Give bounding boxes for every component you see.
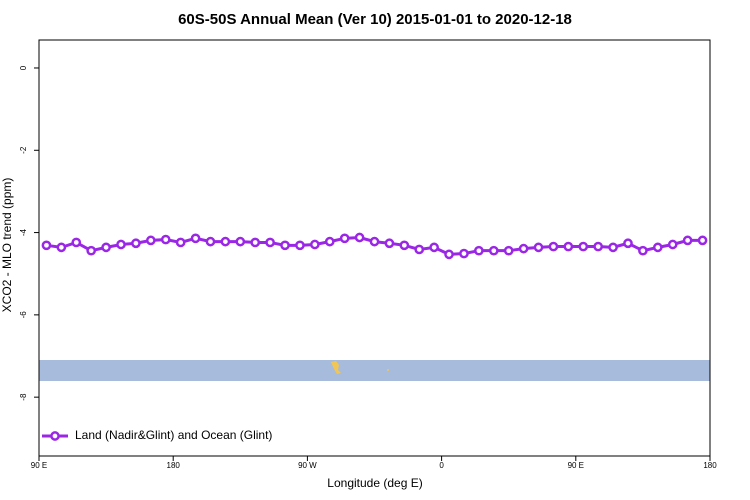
y-tick-label: -8 [19,393,28,401]
data-point [399,240,410,251]
x-tick-label: 0 [439,461,444,470]
y-tick-label: -2 [19,146,28,154]
data-point [682,235,693,246]
legend-label: Land (Nadir&Glint) and Ocean (Glint) [75,428,272,442]
data-point [459,248,469,259]
land-patch [331,361,341,374]
data-point [548,241,559,252]
data-point [101,242,111,253]
map-strip [39,360,710,381]
data-point [339,233,350,244]
legend-marker [50,431,60,441]
data-point [354,232,365,243]
data-point [86,245,97,256]
data-point [638,245,648,256]
data-point [324,236,335,247]
x-tick-label: 180 [703,461,717,470]
data-point [116,239,126,250]
data-point [160,234,171,245]
data-point [131,238,141,249]
x-tick-label: 90 E [31,461,47,470]
data-point [145,235,156,246]
chart-title: 60S-50S Annual Mean (Ver 10) 2015-01-01 … [178,11,572,28]
data-point [175,237,186,248]
data-point [235,236,246,247]
data-point [593,241,604,252]
y-tick-label: -6 [19,311,28,319]
x-axis-label: Longitude (deg E) [327,476,422,490]
y-tick-label: -4 [19,228,28,236]
data-point [369,236,380,247]
data-point [608,242,618,253]
data-point [444,249,454,260]
x-tick-label: 180 [167,461,181,470]
data-point [533,242,544,253]
data-point [265,237,275,248]
data-point [518,243,529,254]
data-point [414,244,425,255]
y-axis-label: XCO2 - MLO trend (ppm) [0,178,14,313]
land-patch [387,369,389,371]
data-point [503,245,514,256]
data-point [280,240,290,251]
data-point [667,239,678,250]
data-point [71,237,82,248]
plot-frame [38,39,711,457]
data-point [429,242,439,253]
data-point [623,238,633,249]
data-point [578,241,589,252]
data-point [295,240,305,251]
data-point [190,233,201,244]
x-tick-label: 90 E [568,461,584,470]
data-point [250,237,261,248]
x-tick-label: 90 W [298,461,317,470]
data-point [563,241,574,252]
data-point [474,245,484,256]
data-point [56,242,67,253]
data-point [310,239,320,250]
data-point [488,245,499,256]
y-tick-label: 0 [19,65,28,70]
data-point [697,235,708,246]
data-point [205,236,216,247]
data-point [220,236,231,247]
data-point [652,242,663,253]
data-point [384,238,395,249]
data-point [41,240,52,251]
